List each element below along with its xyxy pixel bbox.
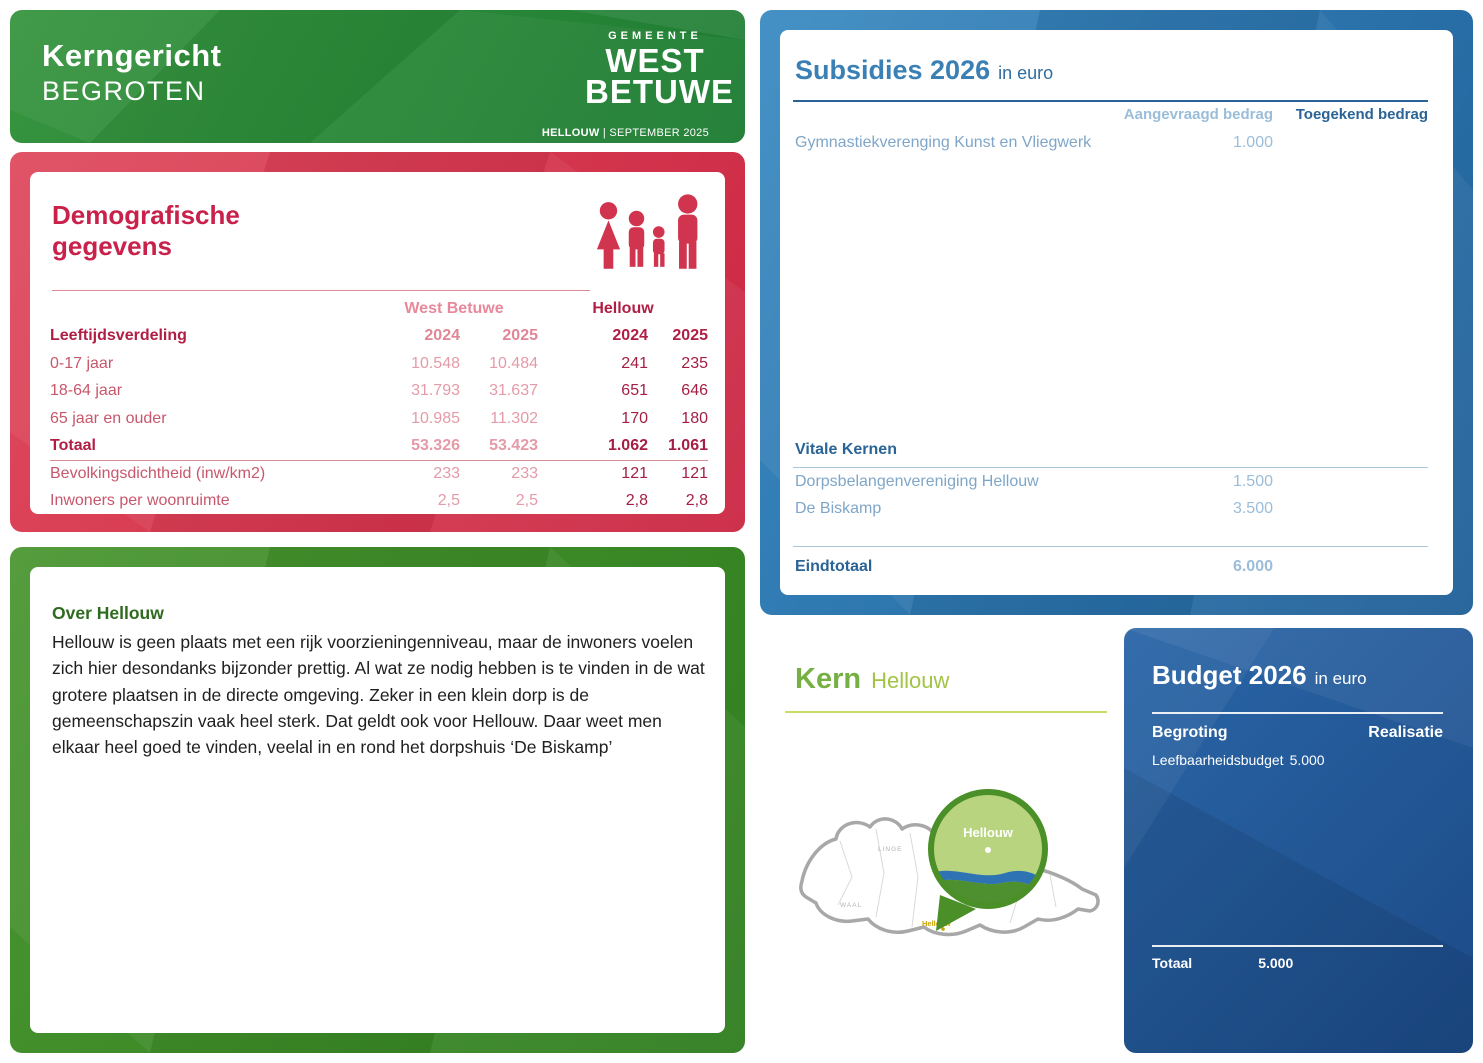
budget-facet-pattern — [1124, 628, 1473, 1053]
subsidies-panel: Subsidies 2026 in euro Aangevraagd bedrag… — [780, 30, 1453, 595]
table-row-total: Totaal 53.326 53.423 1.062 1.061 — [50, 437, 708, 455]
column-requested-amount: Aangevraagd bedrag — [1123, 106, 1273, 123]
demographics-title-line2: gegevens — [52, 231, 172, 262]
river-waal-label: WAAL — [840, 902, 862, 909]
about-body-text: Hellouw is geen plaats met een rijk voor… — [52, 632, 705, 757]
budget-card: Budget 2026 in euro Begroting Realisatie … — [1124, 628, 1473, 1053]
vitale-kernen-section-title: Vitale Kernen — [795, 441, 897, 458]
column-header-label: Leeftijdsverdeling — [50, 327, 187, 344]
table-row: 65 jaar en ouder 10.985 11.302 170 180 — [50, 409, 708, 427]
budget-title: Budget 2026 in euro — [1152, 660, 1367, 691]
page-title: Kerngericht BEGROTEN — [42, 38, 221, 107]
page-title-line1: Kerngericht — [42, 38, 222, 73]
kern-label: Kern — [795, 663, 862, 695]
table-row: 18-64 jaar 31.793 31.637 651 646 — [50, 382, 708, 400]
demographics-panel: Demografische gegevens — [30, 172, 725, 514]
column-granted-amount: Toegekend bedrag — [1295, 106, 1428, 123]
budget-total-value: 5.000 — [1258, 955, 1294, 971]
gemeente-west-betuwe-logo: GEMEENTE WEST BETUWE — [585, 30, 734, 111]
kern-title: Kern Hellouw — [795, 663, 949, 696]
table-row: 0-17 jaar 10.548 10.484 241 235 — [50, 354, 708, 372]
header-card: Kerngericht BEGROTEN GEMEENTE WEST BETUW… — [10, 10, 745, 143]
kern-name: Hellouw — [871, 668, 950, 693]
subsidies-total-row: Eindtotaal 6.000 — [795, 558, 1273, 575]
year-h-2025: 2025 — [672, 327, 708, 344]
budget-header-divider — [1152, 712, 1443, 714]
year-wb-2025: 2025 — [502, 327, 538, 344]
map-hellouw-dot — [941, 927, 945, 931]
magnifier-hellouw-dot — [985, 847, 991, 853]
demographics-title: Demografische gegevens — [52, 200, 240, 262]
demographics-table: West Betuwe Hellouw Leeftijdsverdeling 2… — [50, 296, 708, 514]
subsidy-row: Dorpsbelangenvereniging Hellouw 1.500 — [795, 473, 1273, 490]
family-icon — [596, 194, 698, 269]
budget-total-label: Totaal — [1152, 955, 1193, 971]
subsidies-title-text: Subsidies 2026 — [795, 55, 991, 85]
total-divider — [793, 546, 1428, 547]
river-linge-label: LINGE — [878, 846, 903, 853]
about-card: Over Hellouw Hellouw is geen plaats met … — [10, 547, 745, 1053]
magnifier-tail — [936, 895, 976, 931]
edition-date: SEPTEMBER 2025 — [609, 127, 709, 139]
budget-row: Leefbaarheidsbudget 5.000 — [1152, 752, 1325, 768]
section-divider — [793, 467, 1428, 468]
about-title: Over Hellouw — [52, 603, 164, 623]
subsidies-unit-label: in euro — [998, 63, 1054, 83]
column-realisatie: Realisatie — [1368, 724, 1443, 741]
subsidy-row: De Biskamp 3.500 — [795, 500, 1273, 517]
map-hellouw-label: Hellouw — [922, 919, 951, 928]
group-header-hellouw: Hellouw — [592, 300, 654, 317]
magnifier-hellouw-label: Hellouw — [963, 825, 1014, 840]
table-row: Inwoners per woonruimte 2,5 2,5 2,8 2,8 — [50, 492, 708, 510]
magnifier-ring — [928, 789, 1048, 909]
subsidies-title-divider — [793, 100, 1428, 102]
edition-label: HELLOUW | SEPTEMBER 2025 — [542, 127, 709, 139]
kern-section: Kern Hellouw LINGE WAAL Hellouw Hell — [780, 645, 1125, 985]
table-row: Bevolkingsdichtheid (inw/km2) 233 233 12… — [50, 460, 708, 488]
year-h-2024: 2024 — [612, 327, 648, 344]
page-title-line2: BEGROTEN — [42, 76, 206, 106]
subsidies-title: Subsidies 2026 in euro — [795, 55, 1053, 86]
subsidies-card: Subsidies 2026 in euro Aangevraagd bedrag… — [760, 10, 1473, 615]
budget-total-row: Totaal 5.000 — [1152, 955, 1293, 971]
demographics-divider — [52, 290, 590, 291]
column-begroting: Begroting — [1152, 724, 1228, 741]
logo-west-label: WEST — [605, 42, 705, 79]
budget-title-text: Budget 2026 — [1152, 660, 1307, 690]
logo-betuwe-label: BETUWE — [585, 73, 734, 111]
subsidy-row: Gymnastiekverenging Kunst en Vliegwerk 1… — [795, 134, 1273, 151]
budget-unit-label: in euro — [1314, 669, 1367, 688]
logo-gemeente-label: GEMEENTE — [608, 30, 702, 42]
about-panel: Over Hellouw Hellouw is geen plaats met … — [30, 567, 725, 1033]
group-header-west-betuwe: West Betuwe — [404, 300, 504, 317]
year-wb-2024: 2024 — [424, 327, 460, 344]
budget-column-headers: Begroting Realisatie — [1152, 724, 1443, 742]
table-year-header: Leeftijdsverdeling 2024 2025 2024 2025 — [50, 322, 708, 350]
edition-kern-name: HELLOUW — [541, 127, 600, 139]
demographics-card: Demografische gegevens — [10, 152, 745, 532]
subsidies-column-headers: Aangevraagd bedrag Toegekend bedrag — [795, 106, 1428, 123]
demographics-title-line1: Demografische — [52, 200, 240, 230]
edition-separator: | — [599, 127, 610, 139]
kern-divider — [785, 711, 1107, 713]
table-group-header: West Betuwe Hellouw — [50, 296, 708, 322]
municipality-map: LINGE WAAL Hellouw Hellouw — [799, 789, 1100, 937]
budget-total-divider — [1152, 945, 1443, 947]
